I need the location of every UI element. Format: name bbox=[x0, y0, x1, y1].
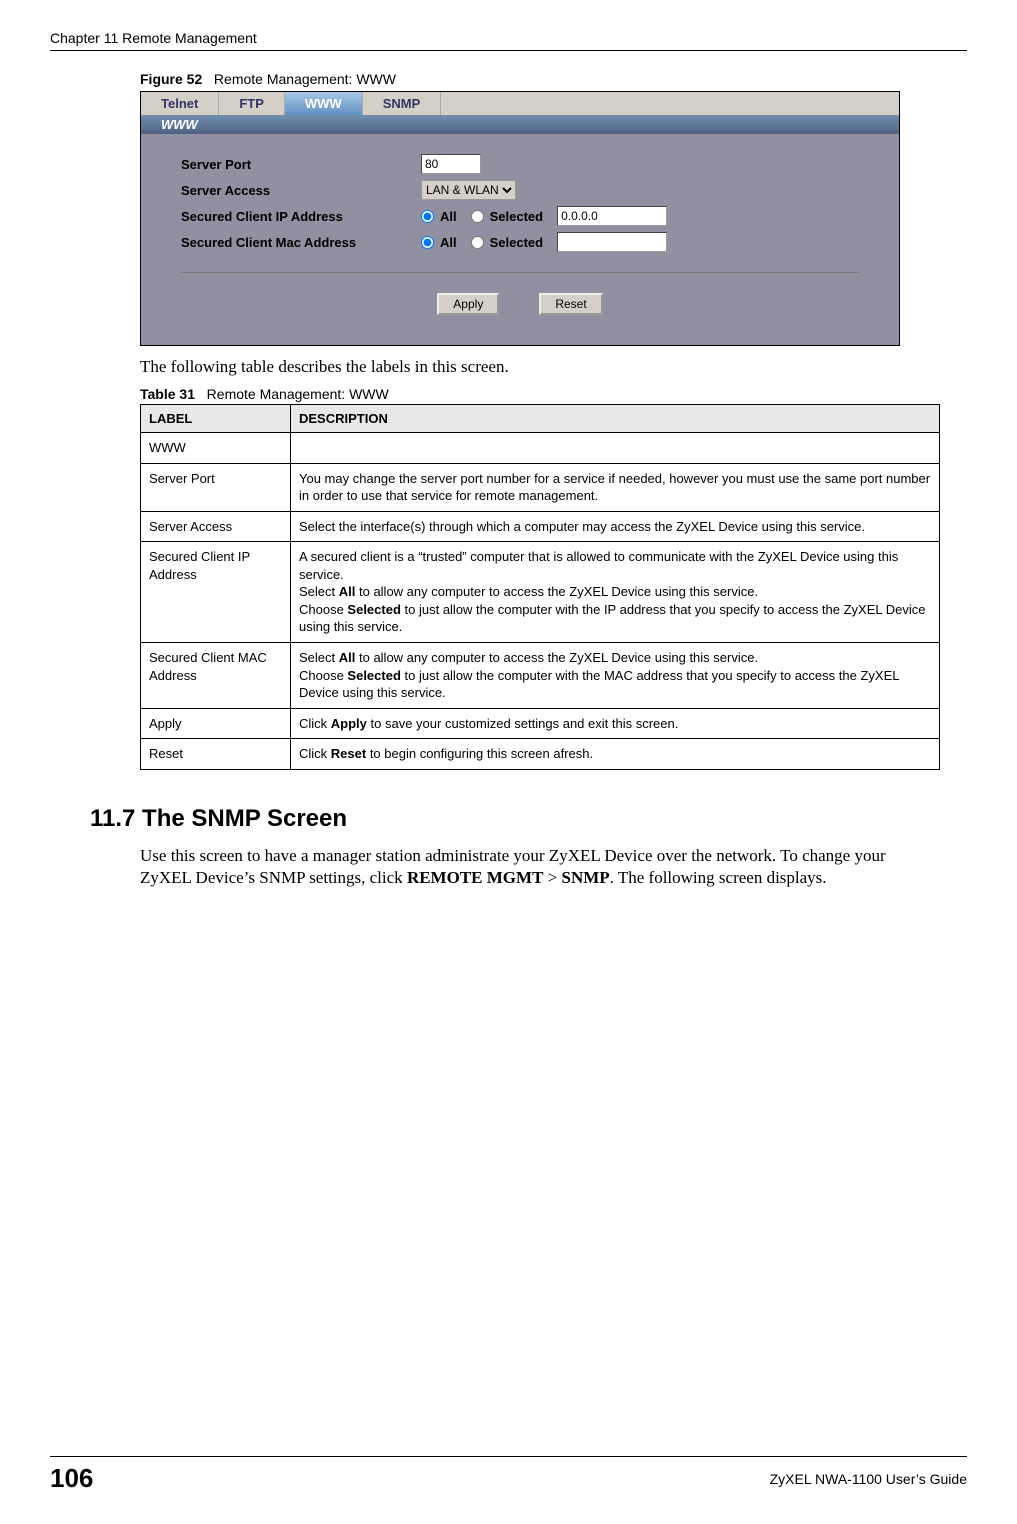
radio-label-selected: Selected bbox=[490, 209, 543, 224]
tab-telnet[interactable]: Telnet bbox=[141, 92, 219, 115]
intro-text: The following table describes the labels… bbox=[140, 356, 967, 378]
cell-mac-desc: Select All to allow any computer to acce… bbox=[291, 643, 940, 709]
ip-desc-2c: to allow any computer to access the ZyXE… bbox=[355, 584, 758, 599]
button-row: Apply Reset bbox=[181, 272, 859, 315]
ip-desc-line1: A secured client is a “trusted” computer… bbox=[299, 549, 898, 582]
mac-desc-1a: Select bbox=[299, 650, 339, 665]
label-server-access: Server Access bbox=[181, 183, 421, 198]
table-caption: Table 31 Remote Management: WWW bbox=[140, 386, 967, 402]
select-server-access[interactable]: LAN & WLAN bbox=[421, 180, 516, 200]
section-body-3: > bbox=[543, 868, 561, 887]
page-footer: 106 ZyXEL NWA-1100 User’s Guide bbox=[50, 1456, 967, 1494]
cell-ip-label: Secured Client IP Address bbox=[141, 542, 291, 643]
table-row: Server Port You may change the server po… bbox=[141, 463, 940, 511]
cell-access-label: Server Access bbox=[141, 511, 291, 542]
row-secured-mac: Secured Client Mac Address All Selected bbox=[181, 232, 859, 252]
page-number: 106 bbox=[50, 1463, 93, 1494]
section-heading: 11.7 The SNMP Screen bbox=[90, 805, 967, 833]
figure-caption: Figure 52 Remote Management: WWW bbox=[140, 71, 967, 87]
form-content: Server Port Server Access LAN & WLAN Sec… bbox=[141, 134, 899, 345]
mac-desc-2b: Selected bbox=[347, 668, 400, 683]
cell-apply-label: Apply bbox=[141, 708, 291, 739]
table-title: Remote Management: WWW bbox=[207, 386, 389, 402]
page-header: Chapter 11 Remote Management bbox=[50, 30, 967, 51]
ip-desc-3b: Selected bbox=[347, 602, 400, 617]
table-row: Server Access Select the interface(s) th… bbox=[141, 511, 940, 542]
label-secured-mac: Secured Client Mac Address bbox=[181, 235, 421, 250]
ip-desc-2a: Select bbox=[299, 584, 339, 599]
label-server-port: Server Port bbox=[181, 157, 421, 172]
tab-ftp[interactable]: FTP bbox=[219, 92, 285, 115]
tab-www[interactable]: WWW bbox=[285, 92, 363, 115]
table-row: Apply Click Apply to save your customize… bbox=[141, 708, 940, 739]
tab-bar: Telnet FTP WWW SNMP bbox=[141, 92, 899, 115]
reset-button[interactable]: Reset bbox=[539, 293, 602, 315]
radio-ip-all[interactable] bbox=[421, 210, 434, 223]
section-body-2: REMOTE MGMT bbox=[407, 868, 543, 887]
apply-button[interactable]: Apply bbox=[437, 293, 499, 315]
mac-desc-1b: All bbox=[339, 650, 356, 665]
mac-desc-1c: to allow any computer to access the ZyXE… bbox=[355, 650, 758, 665]
cell-reset-desc: Click Reset to begin configuring this sc… bbox=[291, 739, 940, 770]
chapter-title: Chapter 11 Remote Management bbox=[50, 30, 257, 46]
row-server-port: Server Port bbox=[181, 154, 859, 174]
reset-desc-2: Reset bbox=[331, 746, 366, 761]
section-header: WWW bbox=[141, 115, 899, 134]
description-table: LABEL DESCRIPTION WWW Server Port You ma… bbox=[140, 404, 940, 770]
table-row: Secured Client IP Address A secured clie… bbox=[141, 542, 940, 643]
guide-name: ZyXEL NWA-1100 User’s Guide bbox=[770, 1471, 967, 1487]
apply-desc-3: to save your customized settings and exi… bbox=[367, 716, 678, 731]
radio-ip-selected[interactable] bbox=[471, 210, 484, 223]
radio-mac-selected[interactable] bbox=[471, 236, 484, 249]
ip-desc-2b: All bbox=[339, 584, 356, 599]
input-server-port[interactable] bbox=[421, 154, 481, 174]
section-body: Use this screen to have a manager statio… bbox=[140, 845, 940, 889]
table-row: Reset Click Reset to begin configuring t… bbox=[141, 739, 940, 770]
cell-ip-desc: A secured client is a “trusted” computer… bbox=[291, 542, 940, 643]
input-mac-selected[interactable] bbox=[557, 232, 667, 252]
screenshot-panel: Telnet FTP WWW SNMP WWW Server Port Serv… bbox=[140, 91, 900, 346]
row-secured-ip: Secured Client IP Address All Selected bbox=[181, 206, 859, 226]
cell-port-desc: You may change the server port number fo… bbox=[291, 463, 940, 511]
reset-desc-3: to begin configuring this screen afresh. bbox=[366, 746, 593, 761]
row-server-access: Server Access LAN & WLAN bbox=[181, 180, 859, 200]
label-secured-ip: Secured Client IP Address bbox=[181, 209, 421, 224]
mac-desc-2a: Choose bbox=[299, 668, 347, 683]
cell-mac-label: Secured Client MAC Address bbox=[141, 643, 291, 709]
cell-www-label: WWW bbox=[141, 433, 291, 464]
tab-snmp[interactable]: SNMP bbox=[363, 92, 442, 115]
cell-www-desc bbox=[291, 433, 940, 464]
cell-port-label: Server Port bbox=[141, 463, 291, 511]
section-body-5: . The following screen displays. bbox=[610, 868, 827, 887]
radio-label-mac-all: All bbox=[440, 235, 457, 250]
cell-reset-label: Reset bbox=[141, 739, 291, 770]
input-ip-selected[interactable] bbox=[557, 206, 667, 226]
header-label: LABEL bbox=[141, 405, 291, 433]
radio-label-all: All bbox=[440, 209, 457, 224]
section-body-4: SNMP bbox=[562, 868, 610, 887]
apply-desc-1: Click bbox=[299, 716, 331, 731]
apply-desc-2: Apply bbox=[331, 716, 367, 731]
radio-mac-all[interactable] bbox=[421, 236, 434, 249]
table-row: WWW bbox=[141, 433, 940, 464]
radio-label-mac-selected: Selected bbox=[490, 235, 543, 250]
figure-label: Figure 52 bbox=[140, 71, 202, 87]
cell-apply-desc: Click Apply to save your customized sett… bbox=[291, 708, 940, 739]
figure-title: Remote Management: WWW bbox=[214, 71, 396, 87]
table-row: Secured Client MAC Address Select All to… bbox=[141, 643, 940, 709]
table-header-row: LABEL DESCRIPTION bbox=[141, 405, 940, 433]
cell-access-desc: Select the interface(s) through which a … bbox=[291, 511, 940, 542]
ip-desc-3a: Choose bbox=[299, 602, 347, 617]
table-label: Table 31 bbox=[140, 386, 195, 402]
header-description: DESCRIPTION bbox=[291, 405, 940, 433]
reset-desc-1: Click bbox=[299, 746, 331, 761]
